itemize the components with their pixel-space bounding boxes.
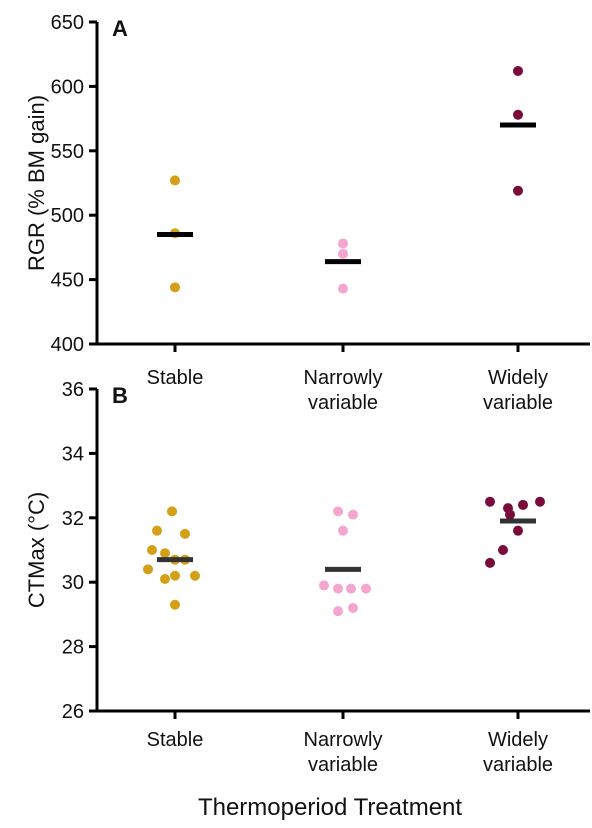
data-point xyxy=(348,509,358,520)
panel-label: B xyxy=(112,383,128,408)
x-tick-label: Widely xyxy=(488,729,548,751)
data-point xyxy=(518,499,528,510)
data-point xyxy=(170,570,180,581)
y-tick-label: 650 xyxy=(51,12,84,34)
y-tick-label: 600 xyxy=(51,76,84,98)
data-point xyxy=(333,583,343,594)
data-point xyxy=(167,506,177,517)
y-tick-label: 30 xyxy=(62,572,84,594)
x-tick-label: variable xyxy=(308,754,378,776)
y-tick-label: 28 xyxy=(62,637,84,659)
y-tick-label: 34 xyxy=(62,443,84,465)
x-tick-label: variable xyxy=(483,392,553,414)
x-tick-label: variable xyxy=(308,392,378,414)
y-axis-title: RGR (% BM gain) xyxy=(24,95,49,271)
data-point xyxy=(147,545,157,555)
y-tick-label: 550 xyxy=(51,141,84,163)
data-point xyxy=(160,573,170,584)
data-point xyxy=(170,599,180,610)
y-tick-label: 500 xyxy=(51,205,84,227)
data-point xyxy=(319,580,329,591)
data-point xyxy=(338,238,348,249)
data-point xyxy=(346,583,356,594)
panel-label: A xyxy=(112,16,128,41)
data-point xyxy=(361,583,371,594)
x-tick-label: Stable xyxy=(147,729,204,751)
data-point xyxy=(170,175,180,186)
data-point xyxy=(513,185,523,196)
data-point xyxy=(485,496,495,507)
data-point xyxy=(485,557,495,568)
data-point xyxy=(338,283,348,294)
panel-a: 400 450 500 550 600 650 RGR (% BM gain) A Stable… xyxy=(24,12,590,414)
y-axis-title: CTMax (°C) xyxy=(24,492,49,608)
data-point xyxy=(513,109,523,120)
data-point xyxy=(338,248,348,259)
data-point xyxy=(333,506,343,517)
y-tick-label: 36 xyxy=(62,379,84,401)
data-point xyxy=(180,528,190,539)
x-tick-label: Stable xyxy=(147,367,204,389)
data-point xyxy=(513,525,523,536)
panel-b: 26 28 30 32 34 36 CTMax (°C) B Stable Narrowly var… xyxy=(24,379,590,776)
data-point xyxy=(513,65,523,76)
data-point xyxy=(505,509,515,520)
x-axis-title: Thermoperiod Treatment xyxy=(198,794,462,821)
data-point xyxy=(152,525,162,536)
data-point xyxy=(170,282,180,293)
data-point xyxy=(143,564,153,575)
data-point xyxy=(338,525,348,536)
data-point xyxy=(348,602,358,613)
y-tick-label: 32 xyxy=(62,508,84,530)
data-point xyxy=(190,570,200,581)
x-tick-label: variable xyxy=(483,754,553,776)
data-point xyxy=(333,606,343,617)
data-point xyxy=(160,548,170,559)
data-point xyxy=(535,496,545,507)
y-tick-label: 26 xyxy=(62,701,84,723)
data-point xyxy=(498,545,508,555)
x-tick-label: Narrowly xyxy=(304,367,383,389)
y-tick-label: 450 xyxy=(51,270,84,292)
x-tick-label: Widely xyxy=(488,367,548,389)
y-tick-label: 400 xyxy=(51,334,84,356)
x-tick-label: Narrowly xyxy=(304,729,383,751)
